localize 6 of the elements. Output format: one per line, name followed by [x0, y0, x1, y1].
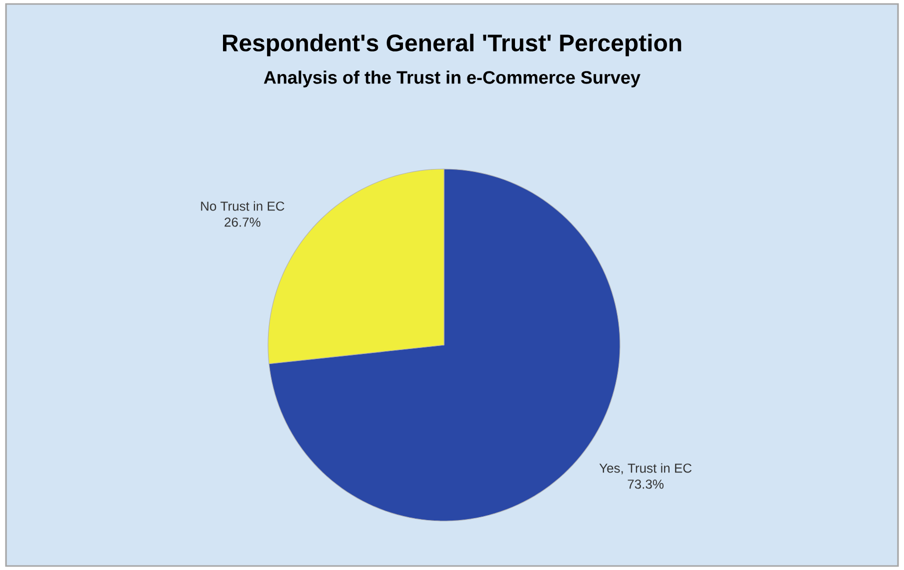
data-label: 26.7% [224, 218, 260, 227]
chart-subtitle: Analysis of the Trust in e-Commerce Survey [264, 70, 640, 88]
chart-title: Respondent's General 'Trust' Perception [222, 34, 682, 56]
slice-label: Yes, Trust in EC [599, 463, 692, 474]
slice-label: No Trust in EC [201, 201, 284, 211]
data-label: 73.3% [628, 480, 664, 489]
